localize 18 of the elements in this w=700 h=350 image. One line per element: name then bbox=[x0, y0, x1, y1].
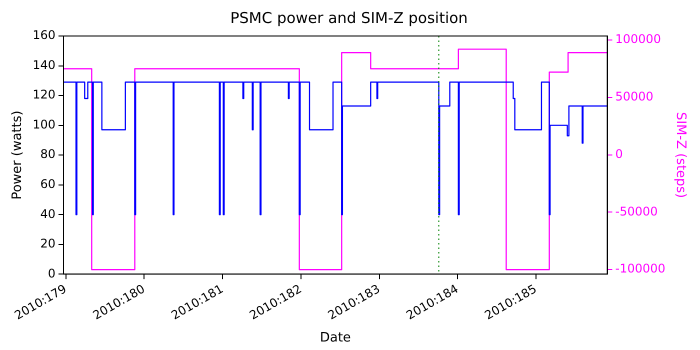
chart-title: PSMC power and SIM-Z position bbox=[230, 8, 468, 27]
x-axis-title: Date bbox=[320, 330, 351, 346]
y2-axis-title: SIM-Z (steps) bbox=[672, 112, 688, 198]
y-axis-title: Power (watts) bbox=[10, 110, 26, 200]
y-tick-label: 60 bbox=[40, 176, 56, 191]
y-tick-label: 80 bbox=[40, 147, 56, 162]
y-tick-label: 160 bbox=[32, 28, 56, 42]
y-tick-label: 40 bbox=[40, 206, 56, 221]
y-tick-label: 0 bbox=[48, 266, 56, 280]
y-tick-label: 120 bbox=[32, 88, 56, 102]
y2-tick-label: -100000 bbox=[615, 262, 666, 276]
y-tick-label: 140 bbox=[32, 58, 56, 72]
y-tick-label: 100 bbox=[32, 117, 56, 132]
y-tick-label: 20 bbox=[40, 236, 56, 251]
y2-tick-label: 50000 bbox=[615, 90, 654, 104]
y2-tick-label: -50000 bbox=[615, 204, 658, 218]
y2-tick-label: 0 bbox=[615, 146, 623, 161]
y2-tick-label: 100000 bbox=[615, 32, 662, 46]
